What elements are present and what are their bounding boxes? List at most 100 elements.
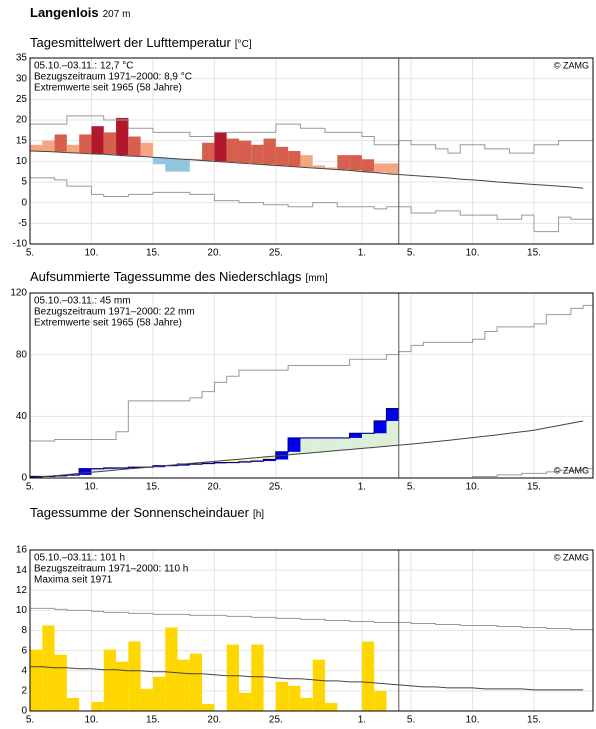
x-tick-label: 25. xyxy=(269,715,283,726)
chart: Tagesmittelwert der Lufttemperatur [°C] -1… xyxy=(13,35,594,259)
increment xyxy=(386,408,399,421)
bar xyxy=(312,659,326,711)
x-tick-label: 5. xyxy=(407,482,415,493)
bar xyxy=(152,676,166,711)
station-name: Langenlois xyxy=(30,5,99,20)
y-tick-label: 6 xyxy=(21,645,27,656)
bar xyxy=(325,702,338,711)
bar xyxy=(54,654,67,711)
x-tick-label: 1. xyxy=(358,482,366,493)
y-tick-label: 8 xyxy=(21,625,27,636)
bar xyxy=(30,649,43,711)
increment xyxy=(288,437,301,452)
bar xyxy=(140,688,153,711)
x-tick-label: 15. xyxy=(146,715,160,726)
bar xyxy=(374,690,387,711)
x-tick-label: 5. xyxy=(407,715,415,726)
y-tick-label: 4 xyxy=(21,665,27,676)
info-text: Bezugszeitraum 1971–2000: 8,9 °C xyxy=(34,72,192,83)
x-tick-label: 25. xyxy=(269,248,283,259)
info-text: Extremwerte seit 1965 (58 Jahre) xyxy=(34,318,182,329)
bar xyxy=(226,644,239,711)
x-tick-label: 10. xyxy=(85,715,99,726)
deviation-area xyxy=(238,459,252,462)
y-tick-label: 16 xyxy=(16,545,28,556)
y-tick-label: 35 xyxy=(16,53,28,64)
x-tick-label: 15. xyxy=(527,482,541,493)
info-text: 05.10.–03.11.: 45 mm xyxy=(34,296,131,307)
bar xyxy=(189,653,203,711)
deviation-area xyxy=(325,437,338,452)
y-tick-label: 15 xyxy=(16,135,28,146)
bar xyxy=(275,681,289,711)
x-tick-label: 15. xyxy=(146,482,160,493)
increment xyxy=(349,433,362,438)
extreme-line xyxy=(30,304,593,442)
deviation-area xyxy=(361,433,375,449)
y-tick-label: 20 xyxy=(16,115,28,126)
y-tick-label: 30 xyxy=(16,73,28,84)
bar xyxy=(288,685,301,711)
x-tick-label: 5. xyxy=(407,248,415,259)
y-tick-label: 0 xyxy=(21,473,27,484)
info-text: 05.10.–03.11.: 12,7 °C xyxy=(34,61,133,72)
extreme-line xyxy=(30,468,593,478)
bar xyxy=(79,134,92,154)
info-text: Maxima seit 1971 xyxy=(34,575,113,586)
chart-title: Aufsummierte Tagessumme des Niederschlag… xyxy=(30,269,328,284)
deviation-area xyxy=(226,460,239,463)
x-tick-label: 10. xyxy=(466,248,480,259)
y-tick-label: 0 xyxy=(21,197,27,208)
chart: Aufsummierte Tagessumme des Niederschlag… xyxy=(10,269,594,493)
y-tick-label: 40 xyxy=(16,411,28,422)
title-text: Tagesmittelwert der Lufttemperatur xyxy=(30,35,232,50)
bar xyxy=(103,132,117,155)
bar xyxy=(202,142,215,161)
x-tick-label: 25. xyxy=(269,482,283,493)
bar xyxy=(288,151,301,167)
deviation-area xyxy=(300,437,313,454)
bar xyxy=(374,163,387,173)
x-tick-label: 20. xyxy=(207,482,221,493)
unit-text: [h] xyxy=(253,509,264,520)
increment xyxy=(263,459,276,462)
x-tick-label: 15. xyxy=(527,248,541,259)
elevation: 207 m xyxy=(103,9,131,20)
bar xyxy=(128,136,141,156)
deviation-area xyxy=(312,437,326,453)
plot-frame xyxy=(29,549,594,712)
chart-title: Tagessumme der Sonnenscheindauer [h] xyxy=(30,505,264,520)
deviation-area xyxy=(214,461,227,463)
x-tick-label: 10. xyxy=(85,248,99,259)
bar xyxy=(91,701,104,711)
y-tick-label: -10 xyxy=(13,239,28,250)
bar xyxy=(263,138,276,165)
extreme-line xyxy=(30,115,593,154)
bar xyxy=(66,144,80,153)
extreme-line xyxy=(30,607,593,630)
x-tick-label: 10. xyxy=(466,715,480,726)
x-tick-label: 5. xyxy=(26,715,34,726)
bar xyxy=(66,697,80,711)
plot xyxy=(30,58,593,244)
y-tick-label: 80 xyxy=(16,349,28,360)
x-tick-label: 1. xyxy=(358,715,366,726)
bar xyxy=(226,138,239,163)
bar xyxy=(165,627,178,711)
bar xyxy=(165,158,178,172)
x-tick-label: 20. xyxy=(207,715,221,726)
y-tick-label: 12 xyxy=(16,585,28,596)
bar xyxy=(91,126,104,154)
sum-line xyxy=(30,408,399,478)
bar xyxy=(361,159,375,172)
deviation-area xyxy=(337,437,350,451)
normal-line xyxy=(30,150,584,189)
bar xyxy=(128,641,141,711)
bar xyxy=(42,625,55,711)
x-tick-label: 15. xyxy=(146,248,160,259)
deviation-area xyxy=(91,468,104,473)
increment xyxy=(374,420,387,434)
unit-text: [°C] xyxy=(235,39,252,50)
bar xyxy=(42,140,55,152)
